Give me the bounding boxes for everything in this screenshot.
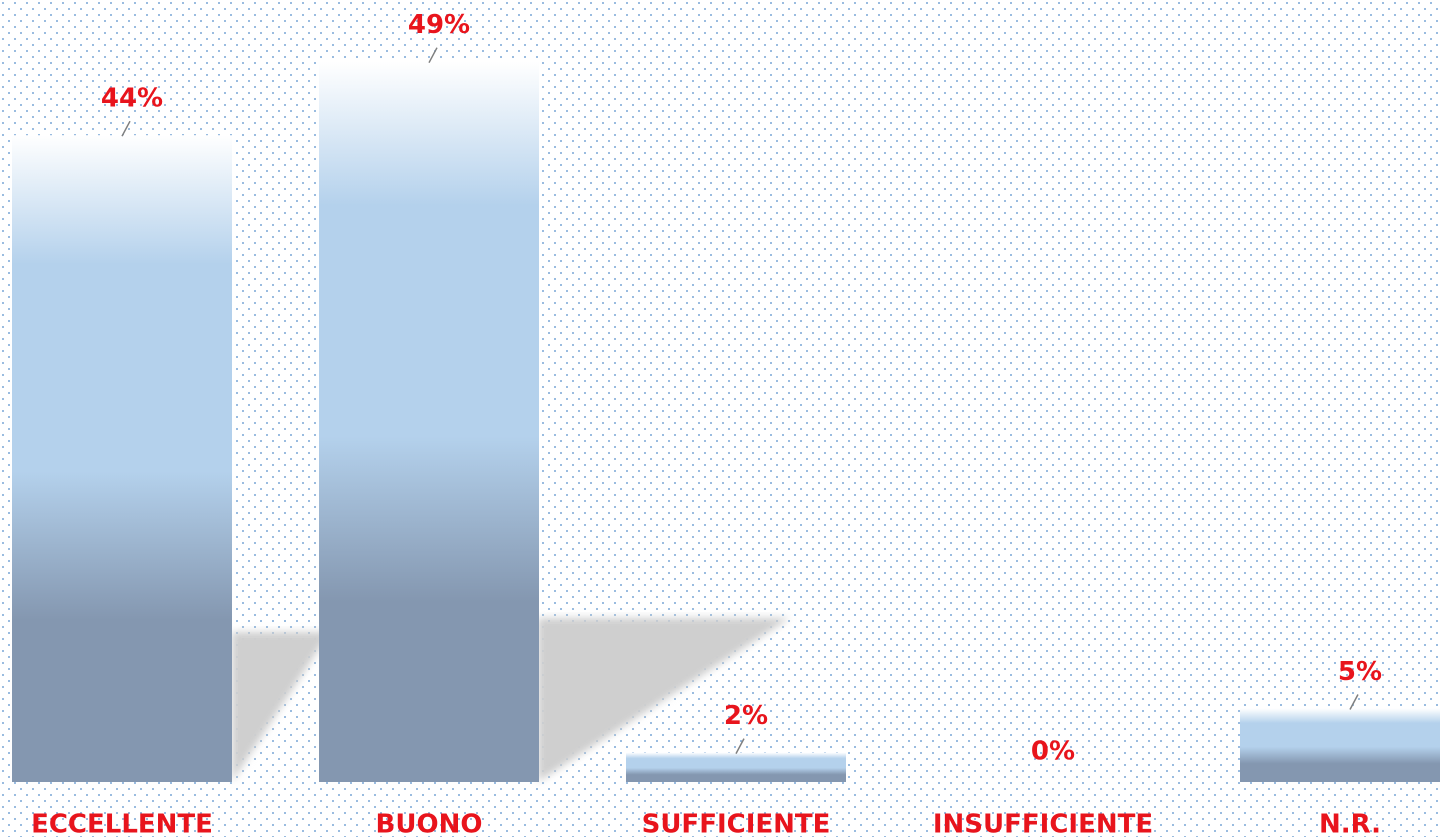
bar <box>12 135 232 782</box>
leader-line <box>121 120 131 137</box>
bar <box>1240 708 1440 782</box>
x-tick-label: INSUFFICIENTE <box>933 810 1153 837</box>
value-label: 0% <box>1031 737 1075 767</box>
shadow <box>538 618 790 782</box>
x-tick-label: ECCELLENTE <box>31 810 213 837</box>
shadow <box>232 632 330 782</box>
x-tick-label: N.R. <box>1319 810 1381 837</box>
bar <box>626 752 846 782</box>
x-tick-label: SUFFICIENTE <box>642 810 831 837</box>
value-label: 49% <box>408 10 470 40</box>
bar <box>319 61 539 782</box>
x-tick-label: BUONO <box>376 810 483 837</box>
leader-line <box>735 738 745 754</box>
value-label: 5% <box>1338 657 1382 687</box>
value-label: 44% <box>101 84 163 114</box>
value-label: 2% <box>724 701 768 731</box>
leader-line <box>428 47 438 64</box>
leader-line <box>1349 694 1359 710</box>
